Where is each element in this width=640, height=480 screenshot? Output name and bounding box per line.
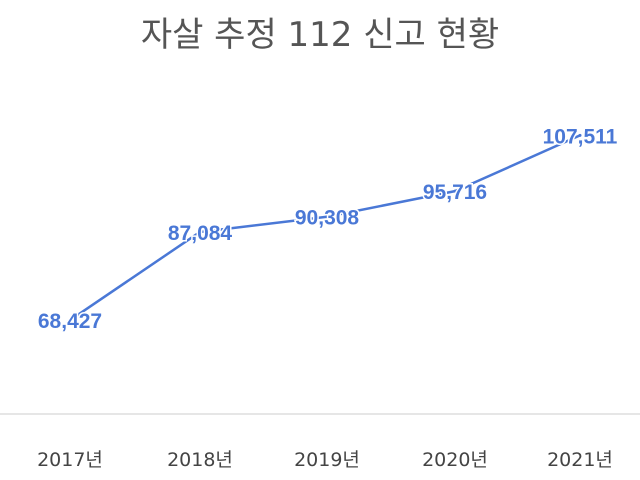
data-point — [325, 215, 329, 219]
x-axis-ticks: 2017년 2018년 2019년 2020년 2021년 — [37, 449, 613, 471]
chart-title: 자살 추정 112 신고 현황 — [141, 15, 499, 55]
data-label: 107,511 — [543, 125, 618, 148]
data-point — [198, 230, 202, 234]
x-tick-label: 2020년 — [422, 449, 488, 471]
data-label: 68,427 — [38, 310, 102, 333]
data-point — [578, 133, 582, 137]
x-tick-label: 2019년 — [294, 449, 360, 471]
data-point — [453, 189, 457, 193]
data-labels: 68,427 87,084 90,308 95,716 107,511 — [36, 124, 619, 335]
x-tick-label: 2021년 — [547, 449, 613, 471]
data-label: 90,308 — [295, 207, 360, 230]
x-tick-label: 2017년 — [37, 449, 103, 471]
x-tick-label: 2018년 — [167, 449, 233, 471]
data-point — [68, 318, 72, 322]
series-layer — [68, 133, 582, 322]
data-label: 87,084 — [168, 222, 233, 245]
data-label: 95,716 — [423, 181, 487, 204]
